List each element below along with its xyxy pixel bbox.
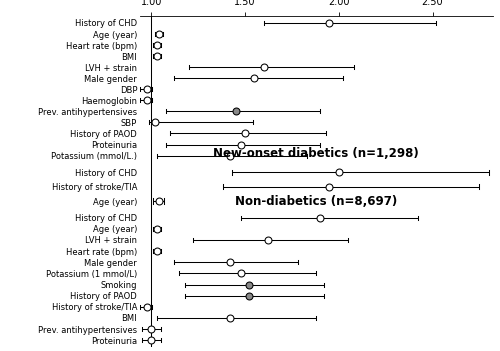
- Title: New-onset diabetics (n=1,298): New-onset diabetics (n=1,298): [214, 147, 419, 160]
- Title: Non-diabetics (n=8,697): Non-diabetics (n=8,697): [235, 195, 398, 208]
